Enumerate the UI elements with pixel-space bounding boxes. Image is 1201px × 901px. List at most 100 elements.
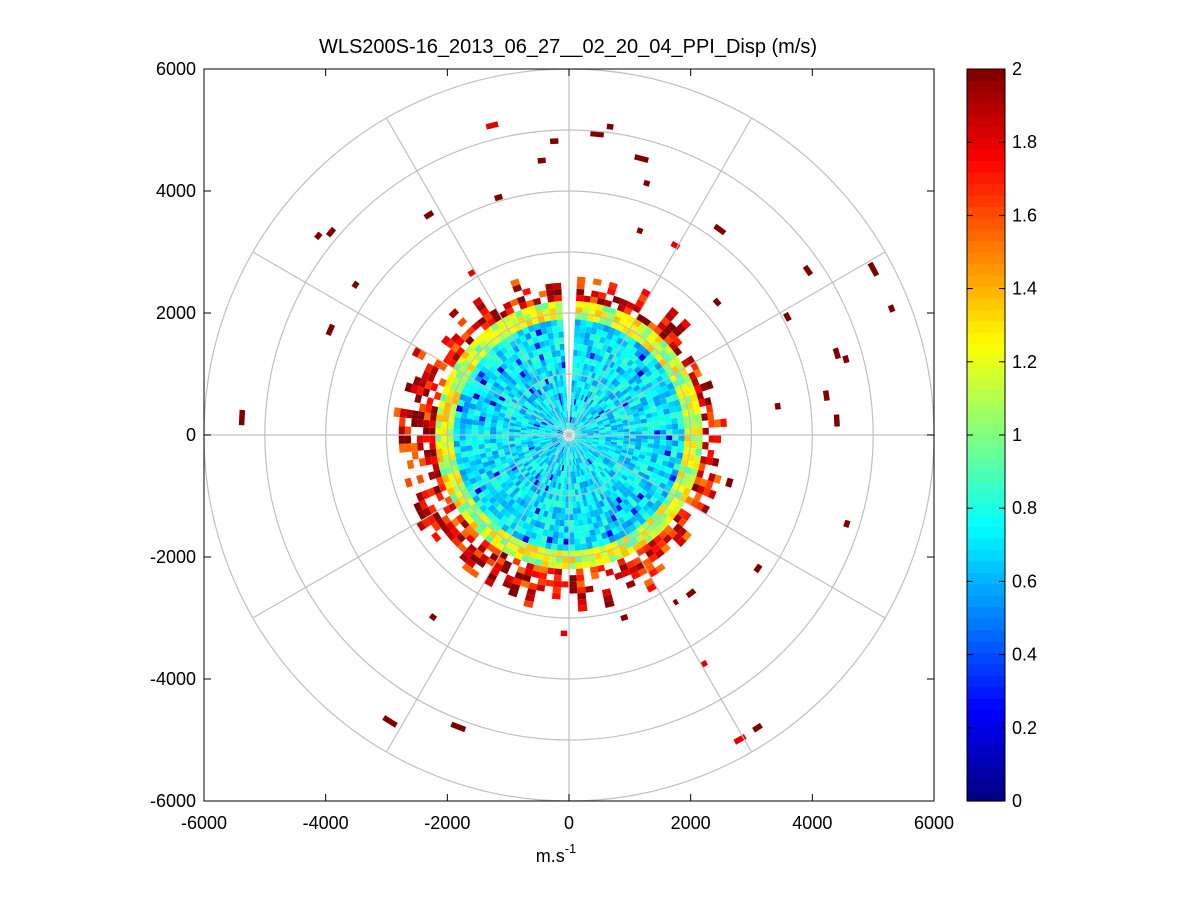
data-cell bbox=[625, 385, 633, 392]
data-cell bbox=[561, 405, 564, 412]
data-cell bbox=[472, 449, 480, 456]
data-cell bbox=[635, 299, 645, 309]
data-cell bbox=[594, 468, 600, 475]
data-cell bbox=[466, 472, 475, 480]
data-cell bbox=[648, 430, 655, 435]
data-cell bbox=[676, 322, 687, 333]
data-cell bbox=[585, 486, 591, 493]
data-cell bbox=[555, 456, 560, 463]
data-cell bbox=[598, 291, 607, 300]
data-cell bbox=[499, 354, 508, 363]
data-cell bbox=[567, 416, 569, 423]
data-cell bbox=[503, 359, 512, 367]
data-cell bbox=[584, 493, 590, 500]
data-cell bbox=[637, 406, 645, 413]
data-cell bbox=[587, 450, 593, 456]
data-cell bbox=[542, 333, 549, 341]
data-cell bbox=[599, 369, 606, 377]
data-cell bbox=[605, 454, 613, 460]
data-cell bbox=[476, 383, 485, 391]
data-cell bbox=[532, 376, 539, 384]
data-cell bbox=[544, 384, 550, 392]
colorbar-band bbox=[967, 160, 1005, 173]
data-cell bbox=[575, 412, 579, 419]
data-cell bbox=[596, 375, 603, 383]
data-cell bbox=[467, 498, 476, 507]
data-cell bbox=[625, 301, 636, 310]
data-cell bbox=[618, 353, 627, 361]
data-cell bbox=[582, 301, 590, 309]
data-cell bbox=[483, 344, 492, 353]
data-cell bbox=[404, 426, 412, 435]
x-tick-label: 4000 bbox=[792, 813, 832, 833]
data-cell bbox=[642, 473, 651, 481]
data-cell bbox=[507, 381, 515, 389]
data-cell bbox=[461, 456, 470, 464]
data-cell bbox=[478, 521, 488, 531]
data-cell bbox=[627, 398, 634, 405]
data-cell bbox=[483, 577, 495, 588]
data-cell bbox=[610, 443, 617, 448]
data-cell bbox=[448, 409, 456, 417]
data-cell bbox=[584, 530, 591, 538]
data-cell bbox=[553, 337, 560, 345]
data-cell bbox=[520, 432, 527, 435]
data-cell bbox=[498, 412, 506, 418]
data-cell bbox=[519, 506, 527, 515]
data-cell bbox=[548, 411, 554, 417]
data-cell bbox=[416, 474, 425, 484]
data-cell bbox=[607, 450, 615, 455]
data-cell bbox=[671, 423, 679, 430]
data-cell bbox=[616, 392, 624, 400]
data-cell bbox=[583, 445, 590, 450]
data-cell bbox=[554, 400, 559, 408]
data-cell bbox=[639, 414, 647, 420]
data-cell bbox=[630, 570, 641, 580]
data-cell bbox=[565, 423, 568, 430]
data-cell bbox=[645, 548, 655, 558]
data-cell bbox=[623, 428, 630, 433]
data-cell bbox=[592, 412, 599, 418]
data-cell bbox=[627, 465, 634, 472]
data-cell bbox=[576, 362, 581, 369]
data-cell bbox=[559, 464, 563, 471]
data-cell bbox=[601, 518, 609, 527]
data-cell bbox=[550, 363, 556, 371]
data-cell bbox=[484, 480, 493, 489]
data-cell bbox=[628, 421, 636, 426]
data-cell bbox=[496, 399, 504, 406]
data-cell bbox=[603, 524, 612, 532]
data-cell bbox=[602, 484, 609, 492]
data-cell bbox=[536, 448, 543, 454]
data-cell bbox=[541, 455, 548, 461]
data-cell bbox=[588, 417, 595, 422]
data-cell bbox=[510, 278, 521, 287]
data-cell bbox=[552, 462, 557, 469]
data-cell bbox=[538, 353, 545, 361]
data-cell bbox=[630, 481, 638, 489]
data-cell bbox=[553, 288, 562, 296]
data-cell bbox=[574, 411, 578, 418]
data-cell bbox=[507, 481, 515, 489]
data-cell bbox=[579, 531, 586, 539]
data-cell bbox=[678, 397, 687, 405]
data-cell bbox=[465, 326, 476, 336]
data-cell bbox=[544, 449, 551, 455]
data-cell bbox=[516, 329, 525, 338]
data-cell bbox=[625, 560, 636, 569]
colorbar-tick-label: 0.8 bbox=[1012, 498, 1037, 518]
data-cell bbox=[590, 400, 596, 407]
data-cell bbox=[539, 475, 545, 483]
data-cell bbox=[714, 435, 722, 443]
data-cell bbox=[472, 414, 480, 421]
data-cell bbox=[521, 394, 529, 401]
data-cell bbox=[520, 484, 527, 492]
data-cell bbox=[609, 478, 617, 485]
data-cell bbox=[598, 439, 606, 443]
data-cell bbox=[597, 444, 604, 449]
data-cell bbox=[570, 410, 572, 417]
data-cell bbox=[617, 376, 625, 384]
data-cell bbox=[608, 448, 616, 453]
data-cell bbox=[603, 444, 611, 449]
data-cell bbox=[552, 331, 559, 339]
